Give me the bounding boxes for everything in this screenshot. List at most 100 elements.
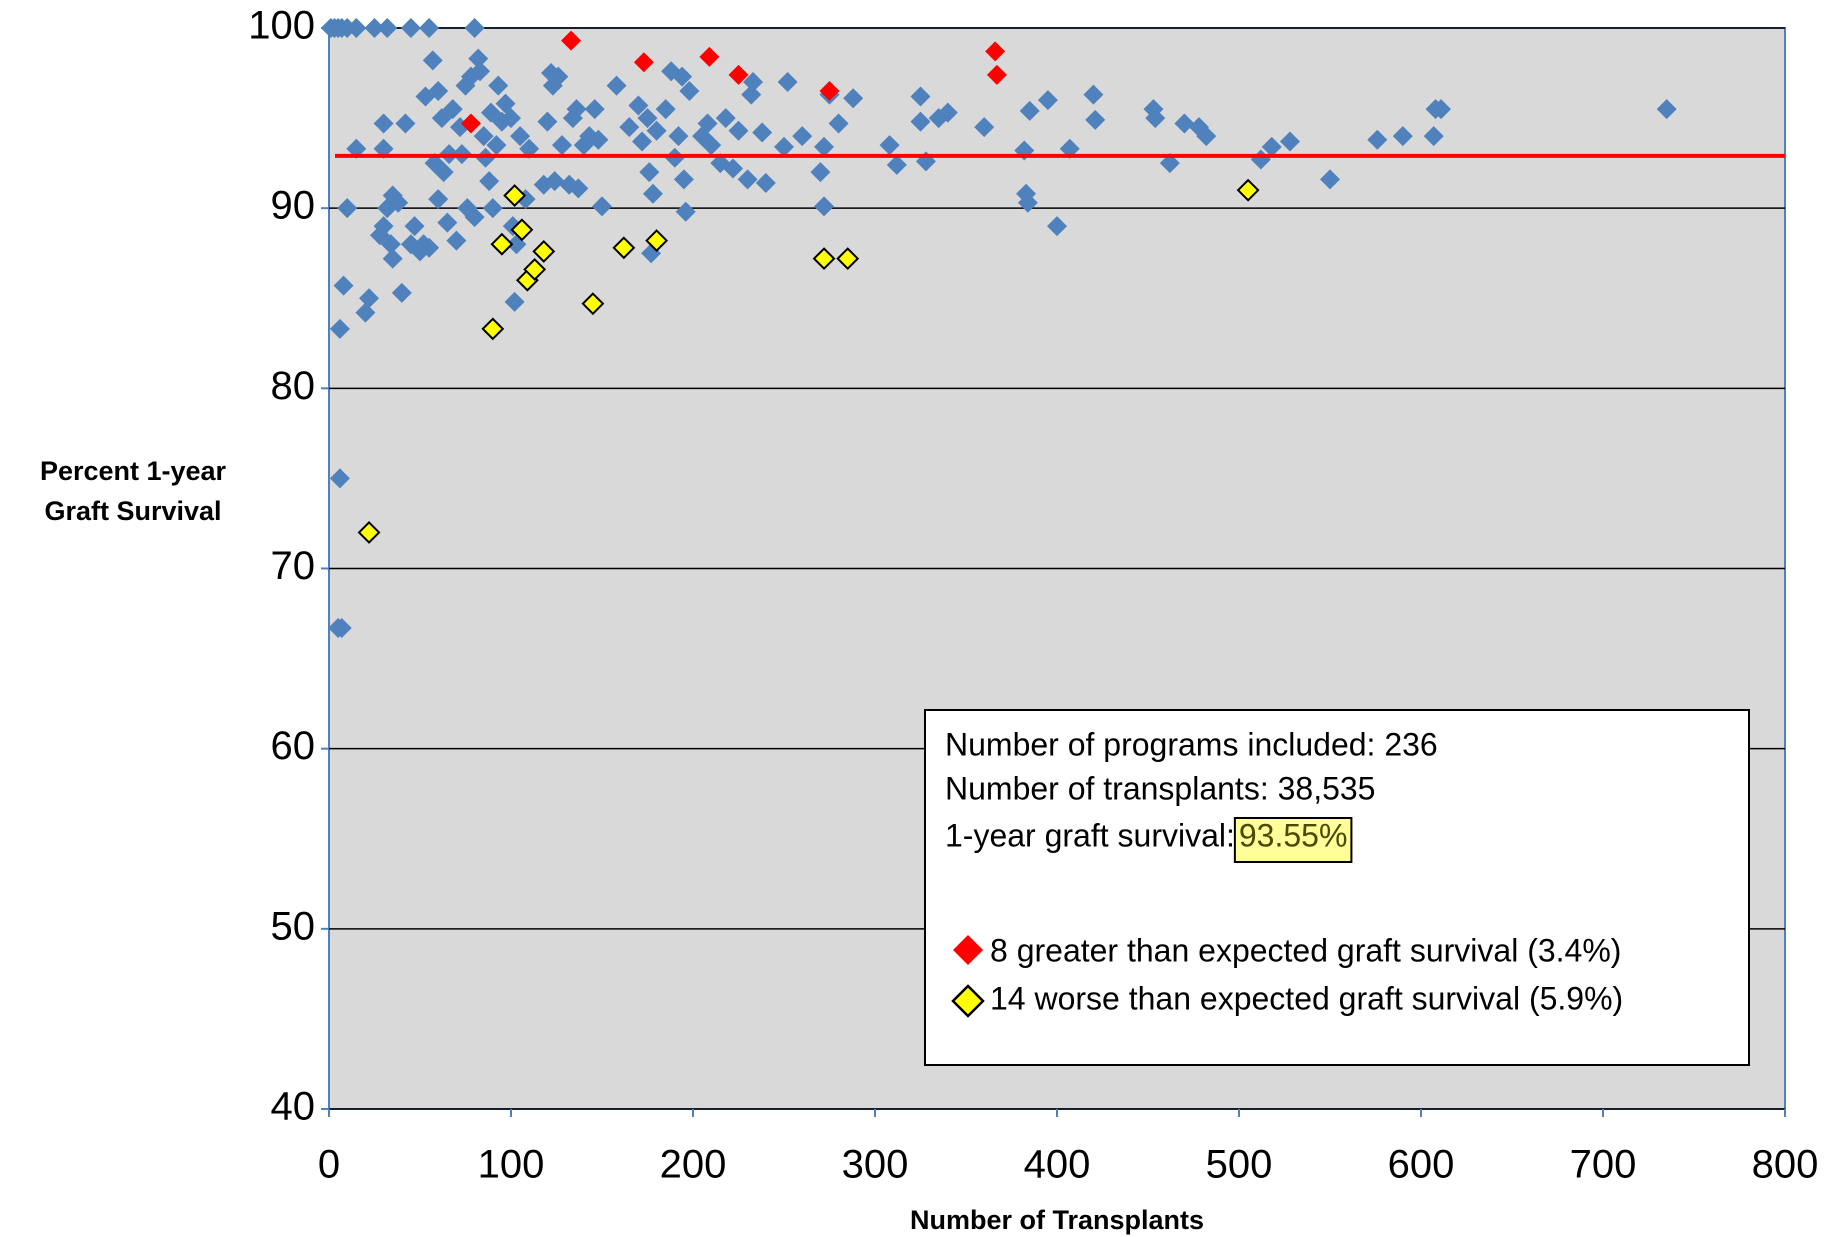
- data-point: [523, 258, 547, 281]
- data-point: [974, 117, 995, 138]
- data-point: [1423, 126, 1444, 147]
- data-point: [668, 126, 689, 147]
- data-point: [1656, 99, 1677, 120]
- data-point: [1047, 216, 1067, 237]
- data-point: [364, 18, 385, 38]
- data-point: [1083, 84, 1104, 105]
- data-point: [701, 135, 722, 156]
- data-point: [910, 111, 931, 132]
- data-point: [519, 138, 540, 159]
- data-point: [566, 99, 587, 120]
- data-point: [382, 248, 403, 269]
- data-point: [843, 88, 864, 109]
- y-tick-label: 40: [271, 1085, 316, 1129]
- data-point: [985, 41, 1006, 62]
- data-point: [433, 162, 454, 183]
- data-point: [655, 99, 676, 120]
- data-point: [1037, 90, 1058, 111]
- data-point: [470, 61, 491, 82]
- data-point: [464, 18, 485, 38]
- highlight-box: [1233, 817, 1353, 863]
- data-point: [584, 99, 605, 120]
- data-point: [473, 126, 494, 147]
- data-point: [377, 18, 398, 38]
- x-tick-label: 200: [660, 1143, 727, 1187]
- y-tick-label: 100: [248, 4, 315, 48]
- data-point: [588, 129, 609, 150]
- data-point: [1392, 126, 1413, 147]
- data-point: [639, 162, 660, 183]
- data-point: [437, 212, 458, 233]
- data-point: [404, 216, 425, 237]
- data-point: [537, 111, 558, 132]
- data-point: [329, 318, 350, 339]
- x-tick-label: 600: [1388, 1143, 1455, 1187]
- y-tick-label: 60: [271, 724, 316, 768]
- x-axis-label: Number of Transplants: [910, 1205, 1204, 1235]
- data-point: [592, 196, 612, 217]
- data-point: [503, 184, 527, 207]
- data-point: [810, 162, 831, 183]
- data-point: [606, 75, 627, 96]
- data-point: [510, 126, 531, 147]
- data-point: [428, 189, 449, 210]
- data-point: [504, 291, 525, 312]
- data-point: [1017, 192, 1038, 213]
- data-point: [1320, 169, 1340, 190]
- data-point: [1085, 109, 1106, 130]
- x-tick-label: 500: [1206, 1143, 1273, 1187]
- data-point: [346, 18, 367, 38]
- data-point: [373, 113, 394, 134]
- data-point: [828, 113, 849, 134]
- data-point: [1059, 138, 1080, 159]
- y-axis-label: Percent 1-year: [40, 456, 227, 486]
- data-point: [642, 183, 663, 204]
- data-point: [679, 81, 700, 102]
- data-point: [551, 135, 572, 156]
- data-point: [612, 236, 636, 260]
- x-tick-label: 800: [1752, 1143, 1819, 1187]
- data-point: [544, 171, 565, 192]
- data-point: [488, 75, 509, 96]
- data-point: [419, 18, 440, 38]
- data-point: [346, 138, 367, 159]
- annotation-text: Number of transplants: 38,535: [945, 770, 1375, 806]
- legend-marker: [951, 984, 985, 1018]
- data-point: [337, 198, 358, 219]
- marks: [320, 18, 1785, 638]
- data-point: [728, 64, 749, 85]
- data-point: [442, 99, 463, 120]
- data-point: [548, 66, 569, 87]
- x-tick-label: 400: [1024, 1143, 1091, 1187]
- data-point: [419, 237, 440, 258]
- data-point: [645, 229, 669, 253]
- data-point: [391, 282, 412, 303]
- data-point: [400, 18, 421, 38]
- data-point: [481, 317, 505, 341]
- data-point: [460, 113, 481, 134]
- data-point: [672, 66, 693, 87]
- data-point: [464, 207, 485, 228]
- data-point: [637, 108, 658, 129]
- data-point: [814, 196, 835, 217]
- data-point: [699, 46, 720, 67]
- data-point: [581, 292, 605, 316]
- data-point: [752, 122, 773, 143]
- data-point: [646, 120, 667, 141]
- data-point: [1174, 113, 1195, 134]
- data-point: [333, 275, 354, 296]
- legend-marker: [953, 935, 983, 965]
- data-point: [1196, 126, 1217, 147]
- data-point: [331, 617, 352, 638]
- x-tick-label: 100: [478, 1143, 545, 1187]
- data-point: [373, 138, 394, 159]
- highlight-value: 93.55%: [1239, 817, 1348, 853]
- data-point: [879, 135, 900, 156]
- data-point: [1431, 99, 1452, 120]
- data-point: [501, 108, 521, 129]
- data-point: [986, 64, 1007, 85]
- data-point: [741, 84, 762, 105]
- data-point: [774, 136, 794, 157]
